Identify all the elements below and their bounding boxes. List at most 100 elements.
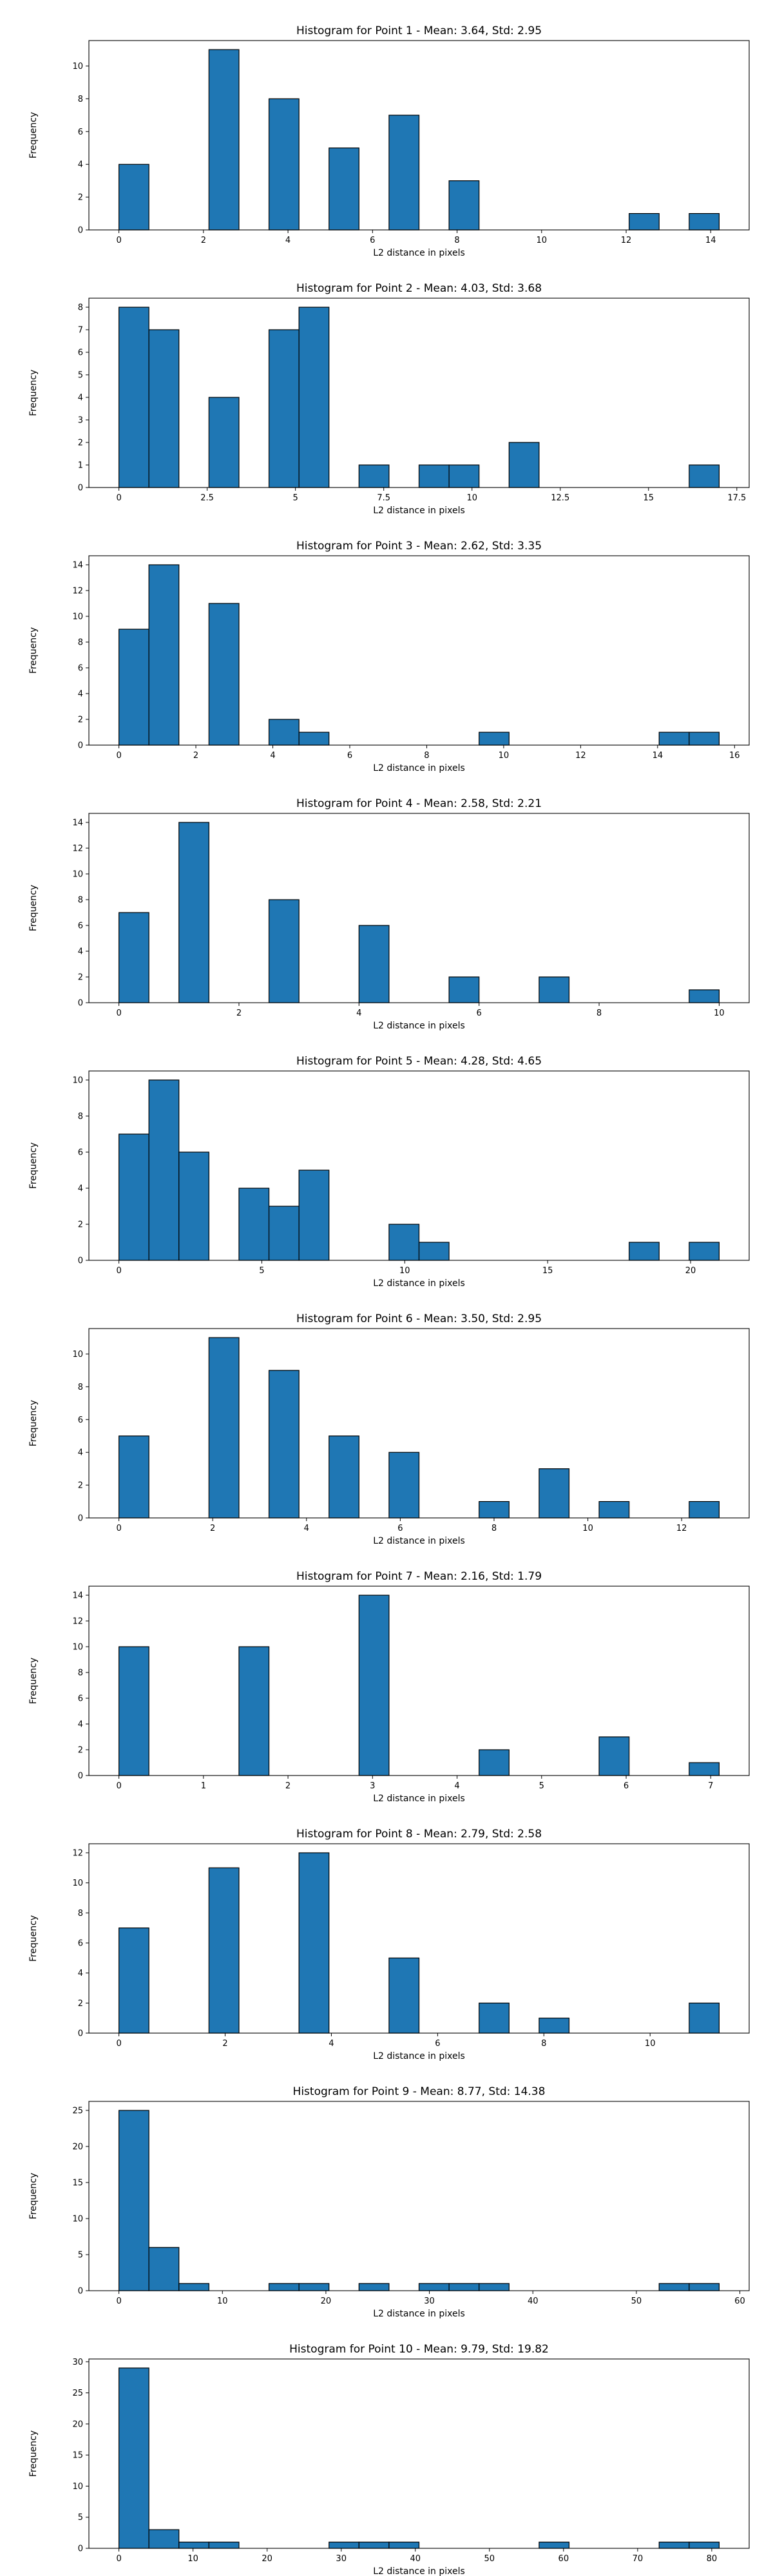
x-tick-label: 0 — [116, 1009, 121, 1018]
y-axis-label: Frequency — [28, 1658, 39, 1704]
x-tick-label: 15 — [542, 1266, 553, 1276]
y-tick-label: 0 — [78, 1772, 83, 1781]
histogram-bar — [118, 1133, 149, 1261]
x-tick-label: 14 — [653, 751, 663, 761]
x-axis-label: L2 distance in pixels — [373, 2566, 465, 2576]
histogram-bar — [268, 329, 300, 488]
y-axis-label: Frequency — [28, 1400, 39, 1446]
x-tick-label: 12 — [621, 236, 632, 245]
histogram-bar — [388, 115, 420, 231]
x-tick-label: 10 — [466, 493, 477, 503]
histogram-bar — [329, 147, 359, 231]
histogram-bar — [178, 2283, 209, 2291]
y-tick-label: 10 — [72, 2482, 83, 2492]
histogram-bar — [298, 307, 330, 488]
y-axis-label: Frequency — [28, 112, 39, 158]
histogram-bar — [689, 213, 720, 231]
histogram-bar — [388, 1452, 420, 1519]
x-tick-label: 40 — [410, 2554, 421, 2564]
y-tick-label: 0 — [78, 226, 83, 236]
y-tick-label: 0 — [78, 1256, 83, 1266]
x-tick-label: 5 — [539, 1781, 544, 1791]
plot-frame — [88, 1843, 750, 2034]
histogram-panel-2: Histogram for Point 2 - Mean: 4.03, Std:… — [28, 282, 750, 516]
histogram-bar — [238, 1646, 270, 1776]
histogram-bar — [208, 603, 240, 746]
histogram-panel-6: Histogram for Point 6 - Mean: 3.50, Std:… — [28, 1312, 750, 1546]
y-tick-label: 0 — [78, 2544, 83, 2554]
histogram-bar — [539, 2541, 570, 2549]
plot-frame — [88, 298, 750, 488]
y-tick-label: 6 — [78, 348, 83, 358]
x-tick-label: 0 — [116, 1266, 121, 1276]
y-tick-label: 8 — [78, 303, 83, 313]
histogram-bar — [118, 2110, 149, 2291]
histogram-bar — [689, 989, 720, 1003]
histogram-bar — [118, 307, 149, 488]
histogram-bar — [418, 2283, 450, 2291]
x-tick-label: 12.5 — [551, 493, 569, 503]
y-tick-label: 5 — [78, 371, 83, 381]
x-tick-label: 15 — [644, 493, 654, 503]
x-tick-label: 6 — [477, 1009, 482, 1018]
y-tick-label: 8 — [78, 1909, 83, 1918]
histogram-bar — [298, 1170, 330, 1261]
x-tick-label: 20 — [685, 1266, 696, 1276]
chart-title: Histogram for Point 5 - Mean: 4.28, Std:… — [296, 1055, 542, 1068]
x-tick-label: 4 — [356, 1009, 361, 1018]
x-tick-label: 12 — [575, 751, 586, 761]
y-tick-label: 2 — [78, 1999, 83, 2009]
x-tick-label: 60 — [734, 2297, 745, 2306]
histogram-bar — [118, 912, 149, 1003]
histogram-bar — [479, 2002, 510, 2034]
histogram-bar — [539, 2018, 570, 2034]
plot-frame — [88, 40, 750, 231]
chart-title: Histogram for Point 2 - Mean: 4.03, Std:… — [296, 282, 542, 295]
plot-frame — [88, 555, 750, 746]
y-tick-label: 15 — [72, 2179, 83, 2188]
x-tick-label: 7 — [708, 1781, 713, 1791]
histogram-bar — [479, 1501, 510, 1519]
y-axis-label: Frequency — [28, 2430, 39, 2477]
y-tick-label: 20 — [72, 2420, 83, 2429]
histogram-bar — [388, 1957, 420, 2034]
x-tick-label: 20 — [262, 2554, 272, 2564]
histogram-bar — [689, 2002, 720, 2034]
x-tick-label: 0 — [116, 493, 121, 503]
y-tick-label: 4 — [78, 1969, 83, 1978]
histogram-bar — [148, 2247, 180, 2291]
y-axis-label: Frequency — [28, 1915, 39, 1962]
y-tick-label: 2 — [78, 715, 83, 725]
x-tick-label: 8 — [491, 1524, 497, 1533]
y-tick-label: 6 — [78, 128, 83, 137]
y-tick-label: 1 — [78, 461, 83, 471]
y-tick-label: 4 — [78, 160, 83, 170]
y-tick-label: 8 — [78, 1112, 83, 1122]
y-tick-label: 10 — [72, 870, 83, 880]
histogram-bar — [358, 464, 390, 488]
plot-frame — [88, 2358, 750, 2549]
x-axis-label: L2 distance in pixels — [373, 1794, 465, 1804]
y-tick-label: 2 — [78, 1481, 83, 1491]
y-tick-label: 5 — [78, 2251, 83, 2260]
y-tick-label: 0 — [78, 2029, 83, 2039]
y-tick-label: 10 — [72, 612, 83, 622]
histogram-bar — [539, 976, 570, 1003]
histogram-bar — [358, 2283, 390, 2291]
histogram-bar — [268, 899, 300, 1003]
histogram-bar — [118, 1435, 149, 1519]
y-tick-label: 6 — [78, 1939, 83, 1949]
x-tick-label: 0 — [116, 2554, 121, 2564]
histogram-bar — [148, 2529, 180, 2549]
histogram-bar — [208, 1867, 240, 2034]
histogram-bar — [268, 98, 300, 231]
x-tick-label: 4 — [304, 1524, 309, 1533]
plot-frame — [88, 1328, 750, 1519]
x-tick-label: 50 — [484, 2554, 495, 2564]
y-tick-label: 10 — [72, 1879, 83, 1888]
histogram-bar — [118, 629, 149, 746]
histogram-bar — [178, 822, 209, 1003]
x-axis-label: L2 distance in pixels — [373, 1278, 465, 1289]
y-tick-label: 12 — [72, 1849, 83, 1859]
x-tick-label: 2 — [236, 1009, 242, 1018]
